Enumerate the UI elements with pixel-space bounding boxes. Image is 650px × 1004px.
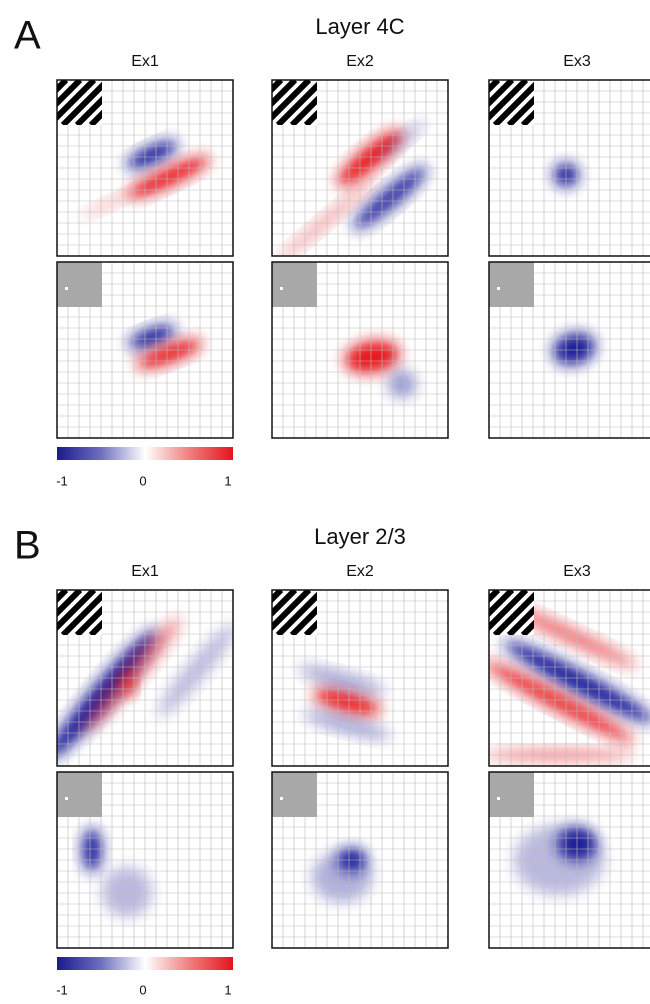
colorbar xyxy=(57,957,233,970)
colorbar-tick-label: 1 xyxy=(224,982,231,997)
spot xyxy=(280,797,283,800)
spot-icon xyxy=(489,772,534,817)
map-panel xyxy=(222,80,448,266)
map-panel xyxy=(7,80,233,256)
colorbar xyxy=(57,447,233,460)
icon-bg xyxy=(272,772,317,817)
column-label: Ex2 xyxy=(346,53,374,70)
map-panel xyxy=(57,772,233,948)
spot xyxy=(497,797,500,800)
icon-bg xyxy=(57,772,102,817)
colorbar-tick-label: 0 xyxy=(139,982,146,997)
spot xyxy=(497,287,500,290)
stripe xyxy=(7,590,52,635)
colorbar-tick-label: 1 xyxy=(224,473,231,488)
map-panel xyxy=(222,590,448,766)
column-label: Ex1 xyxy=(131,563,159,580)
map-panel xyxy=(272,262,448,438)
colorbar-tick-label: 0 xyxy=(139,473,146,488)
column-label: Ex1 xyxy=(131,53,159,70)
response-blob xyxy=(82,828,102,872)
response-blob xyxy=(312,852,372,902)
spot-icon xyxy=(272,772,317,817)
map-panel xyxy=(489,772,650,948)
map-panel xyxy=(57,262,233,438)
spot-icon xyxy=(57,262,102,307)
panel-title: Layer 4C xyxy=(315,14,404,39)
stripe xyxy=(7,80,52,125)
map-panel xyxy=(439,80,650,256)
map-panel xyxy=(489,262,650,438)
panel-title: Layer 2/3 xyxy=(314,524,406,549)
map-panel xyxy=(7,590,243,768)
panel-letter: A xyxy=(14,14,41,58)
map-panel xyxy=(272,772,448,948)
spot xyxy=(280,287,283,290)
spot xyxy=(65,287,68,290)
spot-icon xyxy=(489,262,534,307)
column-label: Ex2 xyxy=(346,563,374,580)
icon-bg xyxy=(57,262,102,307)
spot-icon xyxy=(272,262,317,307)
spot-icon xyxy=(57,772,102,817)
panel-letter: B xyxy=(14,524,41,568)
figure: A Layer 4C Ex1 Ex2 Ex3 -1 0 1 B Layer 2/3 Ex1 Ex2 Ex… xyxy=(0,0,650,1004)
colorbar-tick-label: -1 xyxy=(56,473,68,488)
colorbar-tick-label: -1 xyxy=(56,982,68,997)
map-panel xyxy=(439,590,650,766)
response-blob xyxy=(102,867,152,917)
icon-bg xyxy=(272,262,317,307)
spot xyxy=(65,797,68,800)
icon-bg xyxy=(489,772,534,817)
column-label: Ex3 xyxy=(563,563,591,580)
icon-bg xyxy=(489,262,534,307)
column-label: Ex3 xyxy=(563,53,591,70)
